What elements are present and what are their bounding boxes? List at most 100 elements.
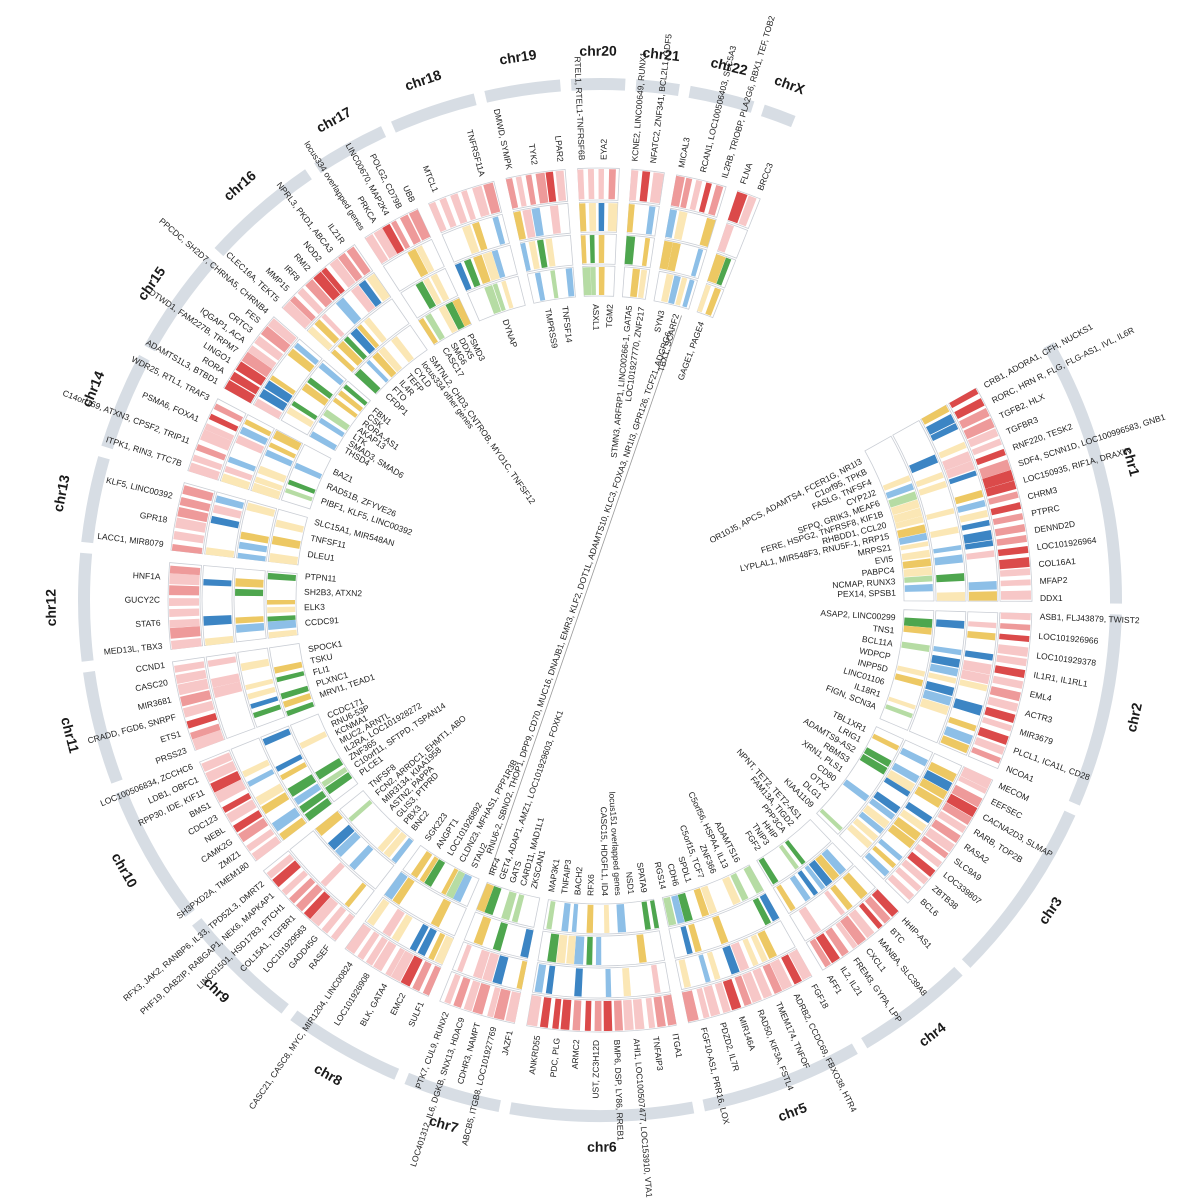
track-segment [730, 873, 749, 902]
track-segment [899, 747, 929, 767]
track-segment [237, 552, 266, 562]
track-segment [287, 774, 317, 797]
track-segment [678, 959, 691, 988]
gene-label: EMC2 [388, 991, 408, 1017]
track-segment [598, 168, 605, 200]
track-segment [815, 933, 840, 964]
chromosome-band [78, 552, 94, 662]
track-segment [847, 824, 873, 849]
track-segment [996, 535, 1028, 546]
track-segment [357, 324, 380, 349]
track-segment [968, 591, 997, 601]
track-segment [842, 872, 868, 900]
track-segment [848, 909, 875, 939]
track-segment [247, 686, 276, 700]
track-segment [670, 175, 685, 207]
track-segment [526, 995, 542, 1027]
chromosome-band [290, 1010, 400, 1080]
track-segment [205, 761, 237, 783]
track-segment [269, 375, 296, 396]
track-segment [705, 287, 722, 316]
track-segment [226, 799, 257, 823]
track-segment [999, 623, 1031, 631]
gene-label: SH3PXD2A, TMEM180 [174, 860, 251, 921]
chromosome-chr19: chr19 [484, 46, 561, 103]
chromosome-label: chr17 [313, 103, 354, 135]
track-segment [425, 313, 445, 341]
track-segment [900, 541, 929, 551]
track-segment [931, 819, 961, 843]
gene-label: TGFBR3 [1005, 414, 1040, 436]
track-segment [598, 202, 605, 232]
track-segment [940, 735, 970, 754]
track-segment [1000, 579, 1031, 587]
track-segment [299, 790, 327, 813]
track-segment [210, 673, 241, 688]
track-segment [482, 251, 500, 281]
track-segment [329, 258, 356, 288]
track-segment [501, 280, 514, 309]
track-segment [487, 986, 501, 1018]
track-segment [180, 690, 212, 707]
track-segment [698, 182, 712, 213]
gene-label: KCNE2, LINC00649, RUNX1 [630, 51, 649, 161]
track-segment [422, 965, 441, 996]
track-segment [445, 870, 466, 899]
track-segment [224, 380, 256, 404]
track-segment [240, 531, 269, 544]
track-segment [706, 951, 721, 981]
track-segment [681, 990, 699, 1022]
track-segment [240, 658, 270, 672]
chromosome-label: chr21 [642, 44, 681, 64]
track-segment [169, 608, 200, 617]
track-segment [957, 499, 986, 513]
track-segment [424, 859, 446, 887]
chromosome-band [101, 354, 150, 450]
track-segment [177, 678, 209, 696]
track-segment [473, 916, 492, 946]
track-segment [377, 827, 401, 853]
track-segment [858, 811, 885, 834]
gene-label: IL1R1, IL1RL1 [1033, 670, 1089, 689]
track-segment [561, 902, 571, 932]
track-segment [264, 380, 293, 403]
track-segment [904, 575, 933, 583]
track-segment [391, 837, 414, 864]
track-segment [821, 848, 847, 876]
gene-label: KLF5, LINC00392 [105, 475, 174, 501]
track-segment [505, 178, 519, 209]
track-segment [385, 947, 406, 977]
track-segment [882, 475, 911, 491]
gene-label: PEX14, SPSB1 [837, 588, 896, 599]
track-segment [954, 490, 984, 505]
track-segment [453, 977, 471, 1008]
track-segment [203, 615, 232, 626]
track-segment [703, 985, 721, 1017]
track-segment [588, 203, 597, 232]
track-segment [589, 235, 595, 264]
track-segment [923, 770, 953, 792]
gene-label: BTC [888, 926, 907, 945]
track-segment [515, 176, 527, 207]
track-segment [864, 896, 891, 924]
track-segment [680, 925, 693, 955]
track-segment [344, 882, 367, 908]
track-segment [667, 242, 681, 272]
track-segment [743, 865, 764, 894]
track-segment [968, 580, 997, 591]
track-segment [901, 859, 929, 885]
track-background [382, 238, 445, 292]
track-segment [934, 554, 964, 566]
gene-label: BACH2 [572, 866, 584, 895]
track-segment [673, 211, 688, 241]
track-segment [244, 419, 272, 437]
track-segment [309, 431, 338, 451]
track-segment [305, 279, 333, 308]
track-segment [914, 843, 943, 868]
track-segment [555, 170, 567, 202]
track-segment [286, 407, 314, 428]
track-segment [177, 506, 209, 523]
track-segment [580, 235, 587, 264]
track-segment [407, 248, 429, 278]
gene-label: TNFSF11 [310, 533, 348, 550]
